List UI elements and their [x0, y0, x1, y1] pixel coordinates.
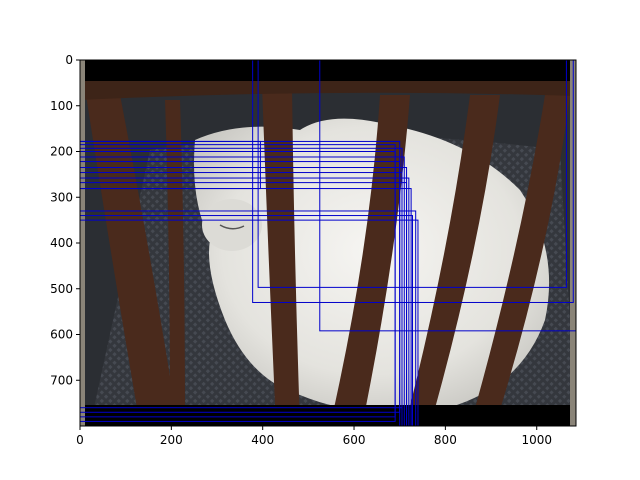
y-tick-label: 100: [50, 99, 73, 113]
bounding-box-10: [80, 172, 403, 409]
x-tick-label: 200: [160, 433, 183, 447]
bounding-box-14: [80, 210, 417, 426]
bounding-box-16: [80, 219, 419, 426]
y-tick-label: 600: [50, 328, 73, 342]
bounding-box-15: [80, 215, 413, 426]
x-tick-label: 800: [434, 433, 457, 447]
y-tick-label: 0: [65, 53, 73, 67]
left-edge: [80, 60, 85, 426]
y-axis: 0 100 200 300 400 500 600 700: [50, 53, 80, 387]
y-tick-label: 400: [50, 236, 73, 250]
y-tick-label: 300: [50, 190, 73, 204]
x-tick-label: 0: [76, 433, 84, 447]
cat-head: [202, 199, 262, 251]
bounding-box-11: [80, 177, 410, 426]
photo-image: [80, 60, 576, 426]
y-tick-label: 500: [50, 282, 73, 296]
bounding-box-12: [80, 182, 408, 426]
bounding-box-7: [80, 156, 405, 426]
x-axis: 0 200 400 600 800 1000: [76, 426, 552, 447]
bounding-box-17: [80, 140, 261, 190]
x-tick-label: 1000: [521, 433, 552, 447]
y-tick-label: 700: [50, 373, 73, 387]
x-tick-label: 600: [343, 433, 366, 447]
y-tick-label: 200: [50, 145, 73, 159]
bounding-boxes: [80, 60, 576, 426]
cat-eye: [219, 224, 245, 230]
letterbox-bottom: [80, 405, 576, 426]
letterbox-top: [80, 60, 576, 81]
bounding-box-8: [80, 161, 401, 413]
x-tick-label: 400: [251, 433, 274, 447]
bounding-box-0: [319, 60, 576, 332]
bounding-box-6: [80, 151, 396, 418]
